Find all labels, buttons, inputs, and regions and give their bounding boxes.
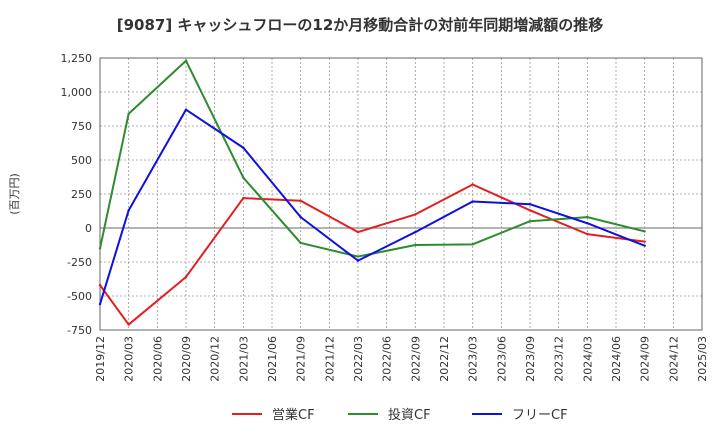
y-tick-label: -250 <box>67 256 92 269</box>
data-point <box>643 230 646 233</box>
data-point <box>299 215 302 219</box>
y-tick-label: 250 <box>71 188 92 201</box>
data-point <box>586 222 589 225</box>
x-tick-label: 2022/09 <box>409 336 422 382</box>
y-tick-label: -500 <box>67 290 92 303</box>
x-tick-label: 2020/12 <box>209 336 222 382</box>
x-tick-label: 2019/12 <box>94 336 107 382</box>
y-tick-label: -750 <box>67 324 92 337</box>
data-point <box>414 213 417 216</box>
x-tick-label: 2023/06 <box>495 336 508 382</box>
chart-title: [9087] キャッシュフローの12か月移動合計の対前年同期増減額の推移 <box>116 16 604 34</box>
x-tick-label: 2021/03 <box>237 336 250 382</box>
data-point <box>127 323 130 326</box>
data-point <box>643 244 646 247</box>
data-point <box>471 183 474 186</box>
y-tick-label: 1,250 <box>61 52 93 65</box>
data-point <box>98 283 102 287</box>
y-tick-label: 750 <box>71 120 92 133</box>
legend-label: 営業CF <box>272 407 315 423</box>
x-tick-label: 2024/12 <box>667 336 680 382</box>
y-tick-label: 0 <box>85 222 92 235</box>
legend-label: フリーCF <box>512 408 568 423</box>
x-tick-label: 2022/03 <box>352 336 365 382</box>
data-point <box>471 243 474 246</box>
legend-label: 投資CF <box>388 407 431 423</box>
data-point <box>242 196 245 200</box>
x-tick-label: 2024/06 <box>610 336 623 382</box>
series-line-フリーCF <box>99 108 646 305</box>
data-point <box>586 232 589 236</box>
data-point <box>414 230 417 234</box>
data-point <box>98 302 102 306</box>
data-point <box>528 220 532 223</box>
x-tick-label: 2024/03 <box>581 336 594 382</box>
y-axis-label: (百万円) <box>8 173 21 215</box>
data-point <box>528 203 532 206</box>
x-tick-label: 2022/12 <box>438 336 451 382</box>
data-point <box>356 259 360 262</box>
x-tick-label: 2023/09 <box>524 336 537 382</box>
x-tick-label: 2025/03 <box>696 336 709 382</box>
data-point <box>299 199 302 202</box>
x-tick-label: 2022/06 <box>381 336 394 382</box>
data-point <box>643 240 646 243</box>
data-point <box>98 247 102 250</box>
data-point <box>184 59 188 62</box>
data-point <box>414 243 417 247</box>
plot-area-border <box>99 57 703 331</box>
x-tick-label: 2020/03 <box>123 336 136 382</box>
data-point <box>299 241 302 245</box>
x-tick-label: 2023/03 <box>467 336 480 382</box>
data-point <box>184 275 188 279</box>
data-point <box>356 230 360 234</box>
x-tick-label: 2021/06 <box>266 336 279 382</box>
x-tick-label: 2021/12 <box>323 336 336 382</box>
x-tick-label: 2021/09 <box>295 336 308 382</box>
data-point <box>127 209 130 212</box>
data-point <box>528 209 532 212</box>
data-point <box>127 112 130 115</box>
data-point <box>242 176 245 179</box>
x-tick-label: 2023/12 <box>553 336 566 382</box>
x-tick-label: 2020/06 <box>151 336 164 382</box>
x-tick-label: 2024/09 <box>639 336 652 382</box>
data-point <box>184 108 188 111</box>
y-tick-label: 1,000 <box>61 86 93 99</box>
y-tick-label: 500 <box>71 154 92 167</box>
data-point <box>356 255 360 258</box>
data-point <box>471 200 474 203</box>
data-point <box>242 146 245 149</box>
x-tick-label: 2020/09 <box>180 336 193 382</box>
data-point <box>586 215 589 219</box>
